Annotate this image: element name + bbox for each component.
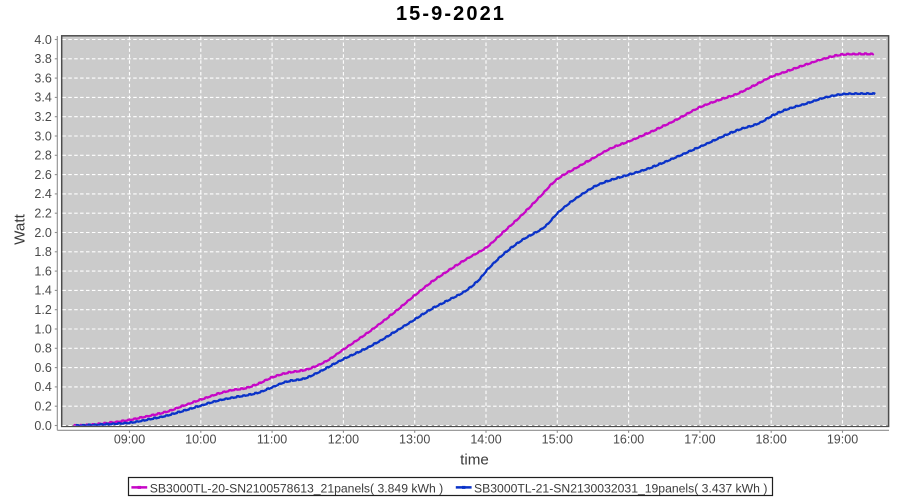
svg-text:15-9-2021: 15-9-2021 [396, 3, 506, 25]
svg-text:SB3000TL-21-SN2130032031_19pan: SB3000TL-21-SN2130032031_19panels( 3.437… [474, 482, 767, 496]
svg-text:2.0: 2.0 [34, 226, 51, 240]
svg-text:3.0: 3.0 [34, 129, 51, 143]
svg-text:10:00: 10:00 [185, 433, 216, 447]
svg-text:09:00: 09:00 [114, 433, 145, 447]
svg-text:11:00: 11:00 [257, 433, 287, 447]
svg-text:12:00: 12:00 [328, 433, 359, 447]
svg-text:SB3000TL-20-SN2100578613_21pan: SB3000TL-20-SN2100578613_21panels( 3.849… [150, 482, 443, 496]
svg-text:0.4: 0.4 [34, 380, 51, 394]
svg-text:1.4: 1.4 [34, 284, 51, 298]
svg-text:3.6: 3.6 [34, 71, 51, 85]
svg-text:0.2: 0.2 [34, 400, 51, 414]
svg-text:1.8: 1.8 [34, 245, 51, 259]
svg-text:3.2: 3.2 [34, 110, 51, 124]
svg-text:2.2: 2.2 [34, 207, 51, 221]
svg-text:0.6: 0.6 [34, 361, 51, 375]
svg-text:1.6: 1.6 [34, 264, 51, 278]
svg-text:0.0: 0.0 [34, 419, 51, 433]
svg-text:15:00: 15:00 [542, 433, 573, 447]
svg-text:3.8: 3.8 [34, 52, 51, 66]
svg-text:18:00: 18:00 [756, 433, 787, 447]
svg-text:4.0: 4.0 [34, 33, 51, 47]
svg-text:14:00: 14:00 [470, 433, 501, 447]
svg-text:3.4: 3.4 [34, 91, 51, 105]
svg-text:19:00: 19:00 [827, 433, 858, 447]
svg-text:1.0: 1.0 [34, 322, 51, 336]
svg-text:0.8: 0.8 [34, 342, 51, 356]
svg-text:time: time [460, 452, 489, 469]
svg-text:2.8: 2.8 [34, 149, 51, 163]
svg-text:1.2: 1.2 [34, 303, 51, 317]
svg-text:17:00: 17:00 [684, 433, 715, 447]
svg-text:Watt: Watt [12, 213, 29, 244]
svg-text:16:00: 16:00 [613, 433, 644, 447]
svg-text:13:00: 13:00 [399, 433, 430, 447]
svg-text:2.4: 2.4 [34, 187, 51, 201]
svg-text:2.6: 2.6 [34, 168, 51, 182]
